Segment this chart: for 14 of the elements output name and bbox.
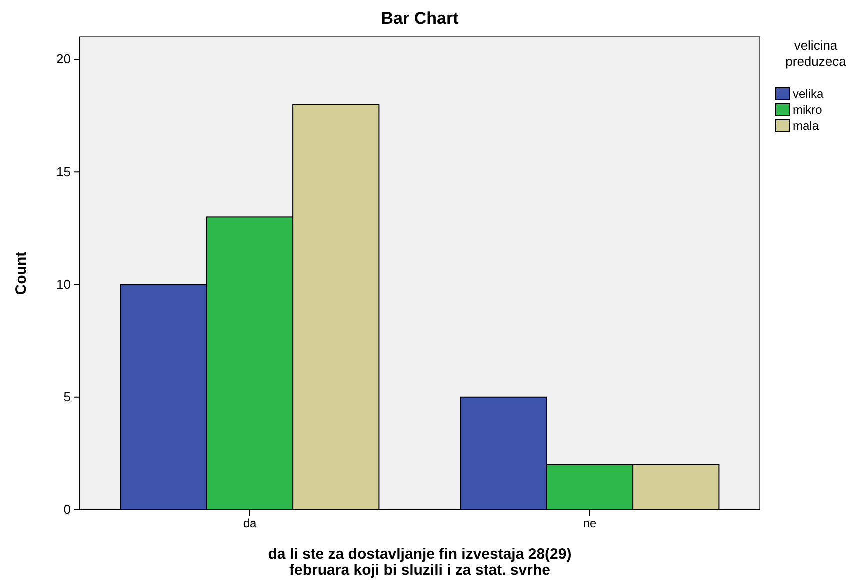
legend-label: mikro: [793, 103, 823, 117]
legend-title: velicina preduzeca: [786, 38, 848, 69]
y-axis-title: Count: [13, 252, 30, 296]
x-tick-label: da: [243, 516, 257, 531]
x-tick-label: ne: [583, 516, 597, 531]
y-tick-label: 10: [56, 276, 71, 292]
x-axis-title: da li ste za dostavljanje fin izvestaja 28(29) februara koji bi sluzili i za stat. svrhe: [268, 546, 572, 579]
y-tick-label: 20: [56, 52, 71, 67]
y-tick-label: 15: [56, 164, 71, 180]
y-tick-label: 5: [64, 390, 71, 405]
y-tick-label: 0: [64, 502, 71, 518]
legend-label: mala: [793, 119, 820, 133]
legend-label: velika: [793, 87, 824, 101]
chart-title: Bar Chart: [381, 9, 460, 28]
